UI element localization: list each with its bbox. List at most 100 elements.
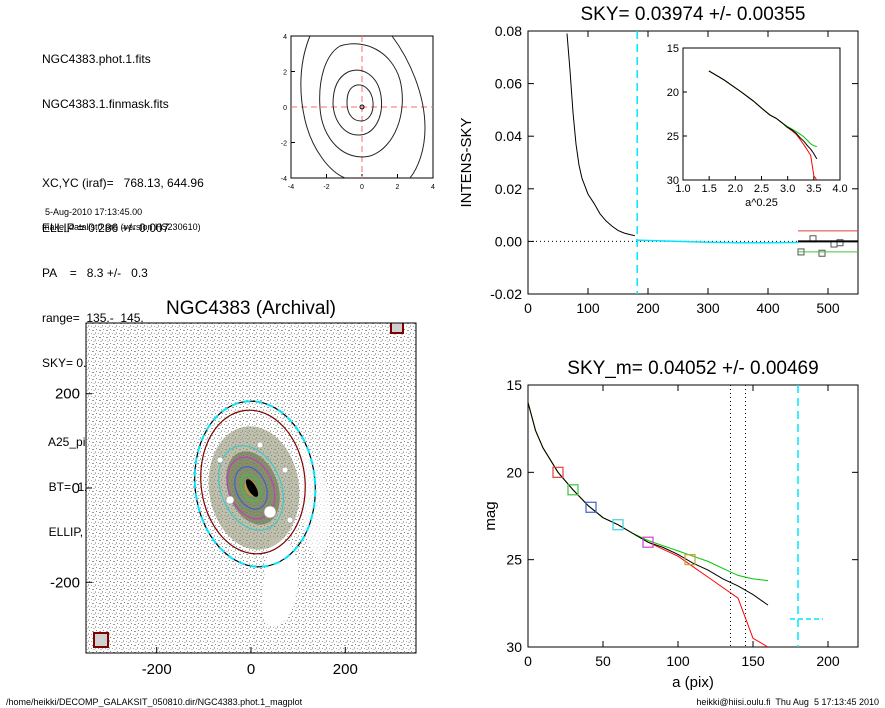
image-ytick-label: 0 — [72, 480, 80, 497]
info-line-pa: PA = 8.3 +/- 0.3 — [42, 266, 148, 280]
contour-xtick-label: 0 — [360, 184, 364, 191]
sky-xtick-label: 500 — [816, 300, 840, 316]
inset-xtick-label: 1.0 — [675, 183, 690, 195]
mag-xtick-label: 150 — [741, 653, 765, 669]
contour-xtick-label: 2 — [396, 184, 400, 191]
info-line-ellip: ELLIP = 0.286 +/- 0.007 — [42, 221, 170, 235]
mag-isophote-marker — [552, 466, 564, 478]
inset-xtick-label: 3.5 — [806, 183, 821, 195]
mag-ytick-label: 30 — [506, 639, 522, 655]
star-mask — [281, 466, 289, 474]
mag-xtick-label: 50 — [595, 653, 611, 669]
galaxy-nucleus — [245, 479, 259, 497]
contour-ytick-label: 4 — [283, 34, 287, 41]
sky-xtick-label: 200 — [636, 300, 660, 316]
sky-ytick-label: 0.00 — [495, 233, 522, 249]
contour-ytick-label: -4 — [281, 176, 287, 183]
mag-plot-xlabel: a (pix) — [672, 674, 714, 691]
mag-ytick-label: 20 — [506, 464, 522, 480]
sky-profile-line — [566, 33, 635, 237]
contour-ytick-label: 2 — [283, 70, 287, 77]
isophote-contour — [218, 445, 284, 531]
contour-line — [300, 35, 346, 179]
sky-tail-marker — [818, 249, 826, 257]
inset-ytick-label: 15 — [667, 43, 679, 55]
image-ytick-label: 200 — [55, 386, 80, 403]
sky-data-area — [528, 31, 858, 294]
corner-mask — [390, 323, 404, 334]
contour-line — [332, 69, 383, 136]
corner-mask — [93, 632, 109, 648]
isophote-contour — [234, 466, 268, 510]
star-mask — [286, 516, 294, 524]
sky-plot: SKY= 0.03974 +/- 0.00355 INTENS-SKY 0 100 20… — [458, 4, 859, 316]
sky-xtick-label: 400 — [756, 300, 780, 316]
sky-tail-marker — [836, 239, 844, 247]
sky-xtick-label: 100 — [576, 300, 600, 316]
isophote-contour — [240, 473, 262, 503]
image-xtick-label: 0 — [247, 661, 255, 678]
mag-xtick-label: 100 — [666, 653, 690, 669]
ellipse-a25 — [200, 409, 306, 555]
contour-xtick-label: 4 — [431, 184, 435, 191]
mag-series-line — [528, 402, 769, 582]
star-mask — [263, 505, 277, 519]
inset-series-line — [708, 70, 818, 160]
sky-plot-title: SKY= 0.03974 +/- 0.00355 — [580, 4, 805, 25]
contour-line — [391, 35, 426, 179]
mag-isophote-marker — [585, 501, 597, 513]
contour-ytick-label: 0 — [283, 105, 287, 112]
mag-isophote-marker — [612, 519, 624, 531]
footer-user: heikki@hiisi.oulu.fi Thu Aug 5 17:13:45 … — [696, 697, 879, 707]
image-data-area — [86, 323, 416, 653]
contour-center-marker — [359, 104, 365, 110]
sky-ytick-label: 0.02 — [495, 181, 522, 197]
info-line-file: NGC4383.phot.1.fits — [42, 52, 151, 66]
mag-isophote-marker — [567, 484, 579, 496]
mag-ytick-label: 25 — [506, 552, 522, 568]
inset-xtick-label: 1.5 — [702, 183, 717, 195]
mag-ytick-label: 15 — [506, 377, 522, 393]
sky-ytick-label: 0.06 — [495, 76, 522, 92]
inset-xtick-label: 4.0 — [832, 183, 847, 195]
contour-line — [319, 43, 403, 158]
image-plot-title: NGC4383 (Archival) — [166, 298, 336, 319]
footer-path: /home/heikki/DECOMP_GALAKSIT_050810.dir/… — [6, 697, 303, 707]
mag-isophote-marker — [684, 554, 696, 566]
info-program: make_datalist0.pro (version HS230610) — [42, 222, 201, 232]
sky-ytick-label: 0.08 — [495, 23, 522, 39]
mag-plot-title: SKY_m= 0.04052 +/- 0.00469 — [567, 358, 818, 379]
info-line-center: XC,YC (iraf)= 768.13, 644.96 — [42, 176, 204, 190]
ellipse-sky-range — [193, 400, 317, 568]
inset-xtick-label: 2.0 — [728, 183, 743, 195]
contour-xtick-label: -2 — [323, 184, 329, 191]
image-ytick-label: -200 — [50, 574, 80, 591]
mag-data-area — [528, 385, 823, 647]
inset-frame — [682, 47, 841, 181]
contour-ytick-label: -2 — [281, 141, 287, 148]
mag-series-line — [528, 402, 769, 606]
contour-xtick-label: -4 — [288, 184, 294, 191]
image-xtick-label: -200 — [142, 661, 172, 678]
mag-plot-frame — [527, 384, 859, 648]
info-line-range: range= 135.- 145. — [42, 311, 144, 325]
sky-plot-ylabel: INTENS-SKY — [458, 117, 475, 207]
mag-xtick-label: 0 — [524, 653, 532, 669]
magnitude-plot: SKY_m= 0.04052 +/- 0.00469 mag a (pix) 0 50 1… — [482, 358, 859, 691]
image-masked-region — [262, 537, 299, 627]
mag-xtick-label: 200 — [816, 653, 840, 669]
star-mask — [225, 495, 235, 505]
sky-tail-line — [635, 239, 799, 244]
mag-isophote-marker — [642, 536, 654, 548]
inset-xtick-label: 3.0 — [780, 183, 795, 195]
star-mask — [256, 441, 264, 449]
sky-ytick-label: 0.04 — [495, 128, 522, 144]
sky-ytick-label: -0.02 — [490, 286, 522, 302]
star-mask — [216, 456, 224, 464]
sky-xtick-label: 0 — [524, 300, 532, 316]
image-xtick-label: 200 — [333, 661, 358, 678]
mag-series-line — [528, 402, 769, 647]
inset-xlabel: a^0.25 — [745, 197, 778, 209]
mag-plot-ylabel: mag — [482, 501, 499, 530]
